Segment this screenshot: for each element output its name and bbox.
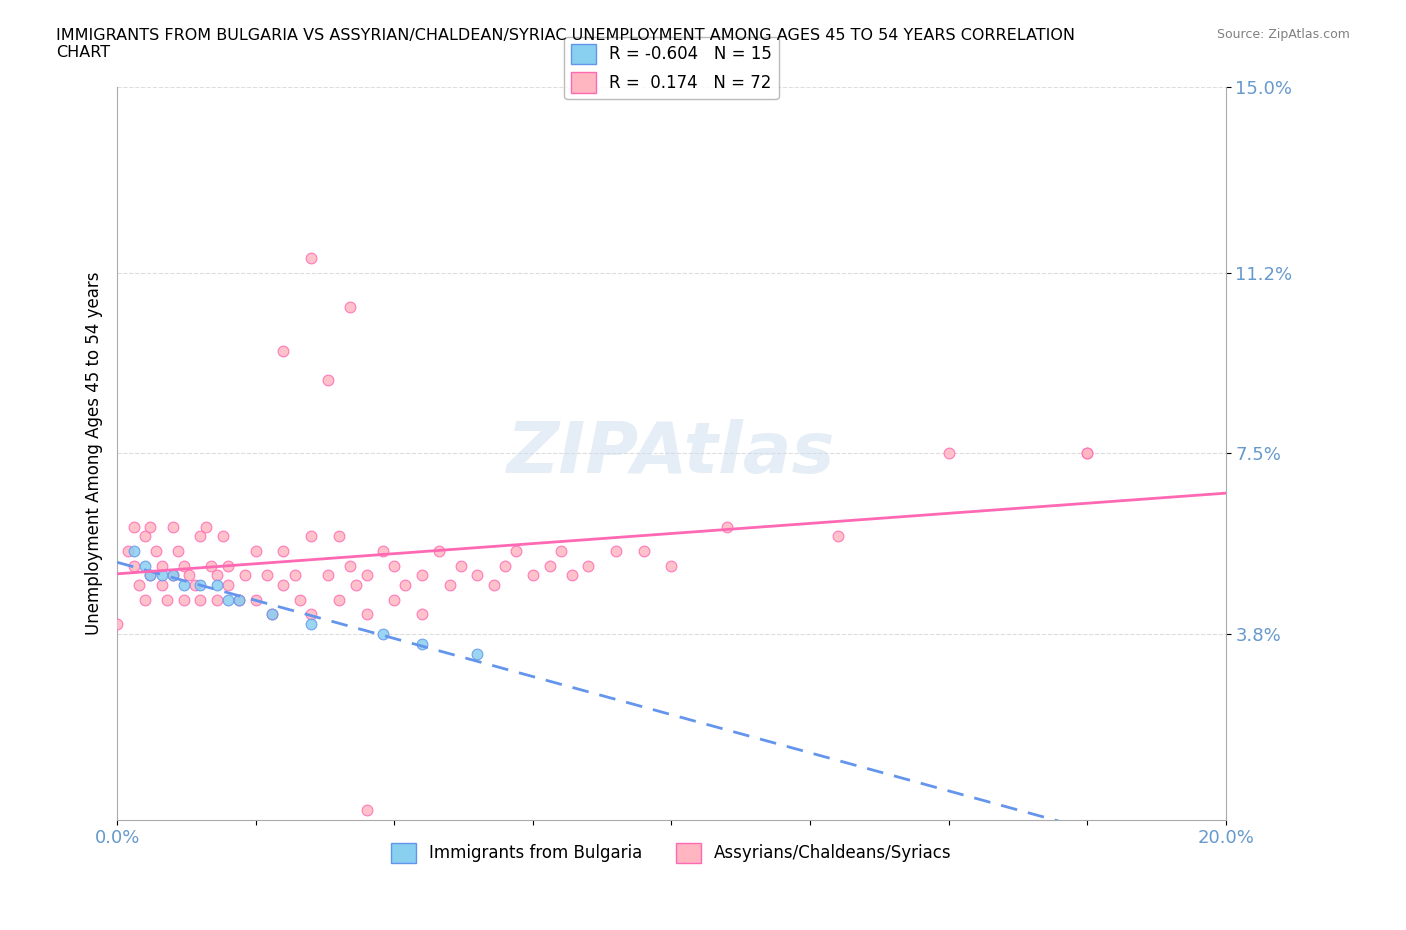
Point — [522, 568, 544, 583]
Point — [283, 568, 305, 583]
Point — [179, 568, 201, 583]
Text: IMMIGRANTS FROM BULGARIA VS ASSYRIAN/CHALDEAN/SYRIAC UNEMPLOYMENT AMONG AGES 45 : IMMIGRANTS FROM BULGARIA VS ASSYRIAN/CHA… — [56, 28, 1076, 60]
Point — [173, 592, 195, 607]
Y-axis label: Unemployment Among Ages 45 to 54 years: Unemployment Among Ages 45 to 54 years — [86, 272, 103, 635]
Text: ZIPAtlas: ZIPAtlas — [508, 418, 835, 488]
Point — [482, 578, 505, 592]
Point — [316, 373, 339, 388]
Point — [299, 617, 322, 631]
Point — [156, 592, 179, 607]
Point — [605, 543, 627, 558]
Point — [1076, 445, 1098, 460]
Point — [316, 568, 339, 583]
Point — [134, 592, 156, 607]
Point — [394, 578, 416, 592]
Point — [256, 568, 278, 583]
Point — [299, 529, 322, 544]
Point — [373, 543, 395, 558]
Point — [162, 519, 184, 534]
Point — [299, 607, 322, 622]
Point — [217, 558, 239, 573]
Point — [134, 529, 156, 544]
Point — [467, 568, 489, 583]
Point — [505, 543, 527, 558]
Point — [173, 578, 195, 592]
Point — [205, 578, 228, 592]
Point — [167, 543, 190, 558]
Point — [411, 568, 433, 583]
Point — [117, 543, 139, 558]
Point — [217, 578, 239, 592]
Point — [122, 519, 145, 534]
Point — [139, 568, 162, 583]
Point — [938, 445, 960, 460]
Point — [299, 250, 322, 265]
Point — [494, 558, 516, 573]
Point — [427, 543, 450, 558]
Point — [145, 543, 167, 558]
Point — [139, 519, 162, 534]
Point — [205, 592, 228, 607]
Point — [467, 646, 489, 661]
Point — [211, 529, 233, 544]
Point — [716, 519, 738, 534]
Legend: Immigrants from Bulgaria, Assyrians/Chaldeans/Syriacs: Immigrants from Bulgaria, Assyrians/Chal… — [384, 836, 959, 870]
Point — [228, 592, 250, 607]
Point — [339, 299, 361, 314]
Point — [200, 558, 222, 573]
Point — [356, 607, 378, 622]
Point — [288, 592, 311, 607]
Point — [550, 543, 572, 558]
Point — [262, 607, 284, 622]
Point — [273, 578, 295, 592]
Point — [538, 558, 561, 573]
Point — [162, 568, 184, 583]
Point — [450, 558, 472, 573]
Point — [273, 543, 295, 558]
Point — [184, 578, 207, 592]
Point — [122, 543, 145, 558]
Point — [173, 558, 195, 573]
Point — [344, 578, 367, 592]
Point — [188, 529, 211, 544]
Point — [356, 803, 378, 817]
Point — [233, 568, 256, 583]
Point — [382, 558, 405, 573]
Point — [382, 592, 405, 607]
Point — [228, 592, 250, 607]
Point — [273, 343, 295, 358]
Point — [411, 607, 433, 622]
Point — [661, 558, 683, 573]
Point — [245, 592, 267, 607]
Point — [150, 578, 173, 592]
Point — [439, 578, 461, 592]
Point — [122, 558, 145, 573]
Point — [134, 558, 156, 573]
Point — [827, 529, 849, 544]
Point — [194, 519, 217, 534]
Point — [633, 543, 655, 558]
Point — [339, 558, 361, 573]
Point — [162, 568, 184, 583]
Point — [188, 578, 211, 592]
Point — [328, 592, 350, 607]
Point — [262, 607, 284, 622]
Point — [373, 627, 395, 642]
Point — [328, 529, 350, 544]
Point — [150, 558, 173, 573]
Point — [105, 617, 128, 631]
Point — [245, 543, 267, 558]
Point — [561, 568, 583, 583]
Point — [139, 568, 162, 583]
Point — [128, 578, 150, 592]
Point — [217, 592, 239, 607]
Point — [1076, 445, 1098, 460]
Point — [576, 558, 599, 573]
Text: Source: ZipAtlas.com: Source: ZipAtlas.com — [1216, 28, 1350, 41]
Point — [150, 568, 173, 583]
Point — [411, 636, 433, 651]
Point — [188, 592, 211, 607]
Point — [356, 568, 378, 583]
Point — [205, 568, 228, 583]
